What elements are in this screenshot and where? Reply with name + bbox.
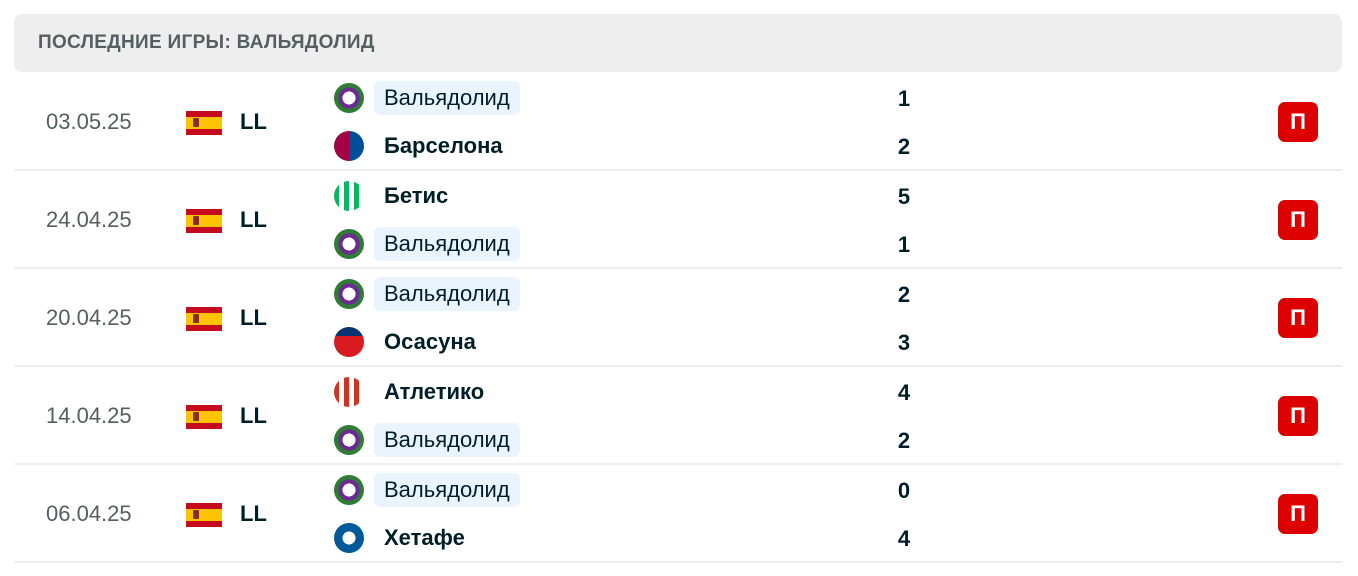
spain-flag-icon <box>186 503 222 527</box>
league-code: LL <box>240 305 267 330</box>
home-score: 5 <box>897 184 911 209</box>
away-score: 3 <box>897 330 911 355</box>
barcelona-logo-icon <box>334 131 364 161</box>
team-name: Хетафе <box>384 525 465 550</box>
team-name: Атлетико <box>384 379 485 404</box>
team-away: Вальядолид <box>334 226 520 262</box>
league-code: LL <box>240 403 267 428</box>
team-name: Вальядолид <box>374 81 520 115</box>
spain-flag-icon <box>186 307 222 331</box>
away-score: 1 <box>897 232 911 257</box>
team-name: Вальядолид <box>374 227 520 261</box>
match-date: 03.05.25 <box>46 109 132 134</box>
section-header: ПОСЛЕДНИЕ ИГРЫ: ВАЛЬЯДОЛИД <box>14 14 1342 72</box>
league-code: LL <box>240 109 267 134</box>
valladolid-logo-icon <box>334 475 364 505</box>
getafe-logo-icon <box>334 523 364 553</box>
valladolid-logo-icon <box>334 279 364 309</box>
home-score: 0 <box>897 478 911 503</box>
osasuna-logo-icon <box>334 327 364 357</box>
league-code: LL <box>240 207 267 232</box>
away-score: 4 <box>897 526 911 551</box>
match-date: 14.04.25 <box>46 403 132 428</box>
team-name: Вальядолид <box>374 473 520 507</box>
match-row[interactable]: 20.04.25 LL Вальядолид Осасуна 2 3 П <box>14 269 1342 367</box>
match-date: 06.04.25 <box>46 501 132 526</box>
result-badge-loss: П <box>1278 396 1318 436</box>
result-badge-loss: П <box>1278 298 1318 338</box>
betis-logo-icon <box>334 181 364 211</box>
home-score: 2 <box>897 282 911 307</box>
match-row[interactable]: 06.04.25 LL Вальядолид Хетафе 0 4 П <box>14 465 1342 563</box>
section-title: ПОСЛЕДНИЕ ИГРЫ: ВАЛЬЯДОЛИД <box>38 32 375 53</box>
result-badge-loss: П <box>1278 102 1318 142</box>
team-home: Вальядолид <box>334 276 520 312</box>
away-score: 2 <box>897 134 911 159</box>
match-row[interactable]: 24.04.25 LL Бетис Вальядолид 5 1 П <box>14 171 1342 269</box>
team-home: Бетис <box>334 178 448 214</box>
team-name: Вальядолид <box>374 277 520 311</box>
league-code: LL <box>240 501 267 526</box>
team-away: Вальядолид <box>334 422 520 458</box>
team-name: Бетис <box>384 183 449 208</box>
team-name: Вальядолид <box>374 423 520 457</box>
match-row[interactable]: 03.05.25 LL Вальядолид Барселона 1 2 П <box>14 73 1342 171</box>
home-score: 1 <box>897 86 911 111</box>
team-home: Вальядолид <box>334 80 520 116</box>
spain-flag-icon <box>186 111 222 135</box>
team-away: Хетафе <box>334 520 465 556</box>
spain-flag-icon <box>186 209 222 233</box>
team-name: Осасуна <box>384 329 476 354</box>
match-date: 24.04.25 <box>46 207 132 232</box>
away-score: 2 <box>897 428 911 453</box>
valladolid-logo-icon <box>334 83 364 113</box>
team-away: Осасуна <box>334 324 476 360</box>
team-name: Барселона <box>384 133 503 158</box>
result-badge-loss: П <box>1278 494 1318 534</box>
valladolid-logo-icon <box>334 425 364 455</box>
team-away: Барселона <box>334 128 503 164</box>
valladolid-logo-icon <box>334 229 364 259</box>
match-date: 20.04.25 <box>46 305 132 330</box>
spain-flag-icon <box>186 405 222 429</box>
atletico-logo-icon <box>334 377 364 407</box>
team-home: Атлетико <box>334 374 484 410</box>
home-score: 4 <box>897 380 911 405</box>
match-row[interactable]: 14.04.25 LL Атлетико Вальядолид 4 2 П <box>14 367 1342 465</box>
team-home: Вальядолид <box>334 472 520 508</box>
result-badge-loss: П <box>1278 200 1318 240</box>
